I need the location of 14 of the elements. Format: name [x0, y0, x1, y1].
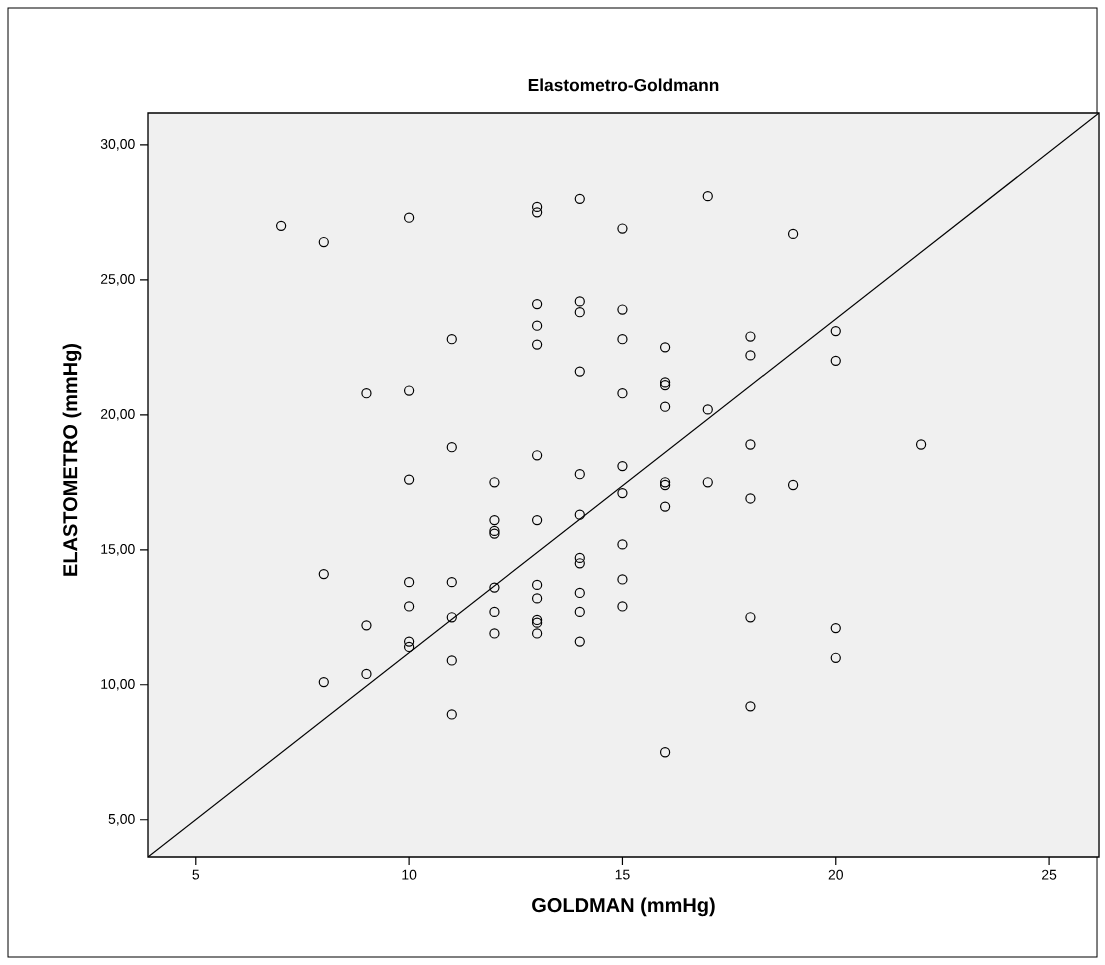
x-tick-label: 25 [1042, 869, 1057, 880]
y-tick-label: 30,00 [100, 139, 135, 151]
x-tick-label: 15 [615, 869, 630, 880]
x-tick-label: 10 [402, 869, 417, 880]
y-tick-label: 15,00 [101, 544, 135, 556]
y-axis-title: ELASTOMETRO (mmHg) [62, 343, 82, 576]
chart-title: Elastometro-Goldmann [528, 78, 719, 92]
y-tick-label: 5,00 [108, 813, 135, 826]
y-tick-label: 10,00 [101, 678, 135, 691]
x-tick-label: 5 [192, 869, 200, 880]
x-axis-title: GOLDMAN (mmHg) [532, 897, 715, 917]
y-tick-label: 20,00 [100, 409, 135, 421]
x-tick-label: 20 [828, 869, 843, 880]
y-tick-label: 25,00 [100, 274, 135, 286]
